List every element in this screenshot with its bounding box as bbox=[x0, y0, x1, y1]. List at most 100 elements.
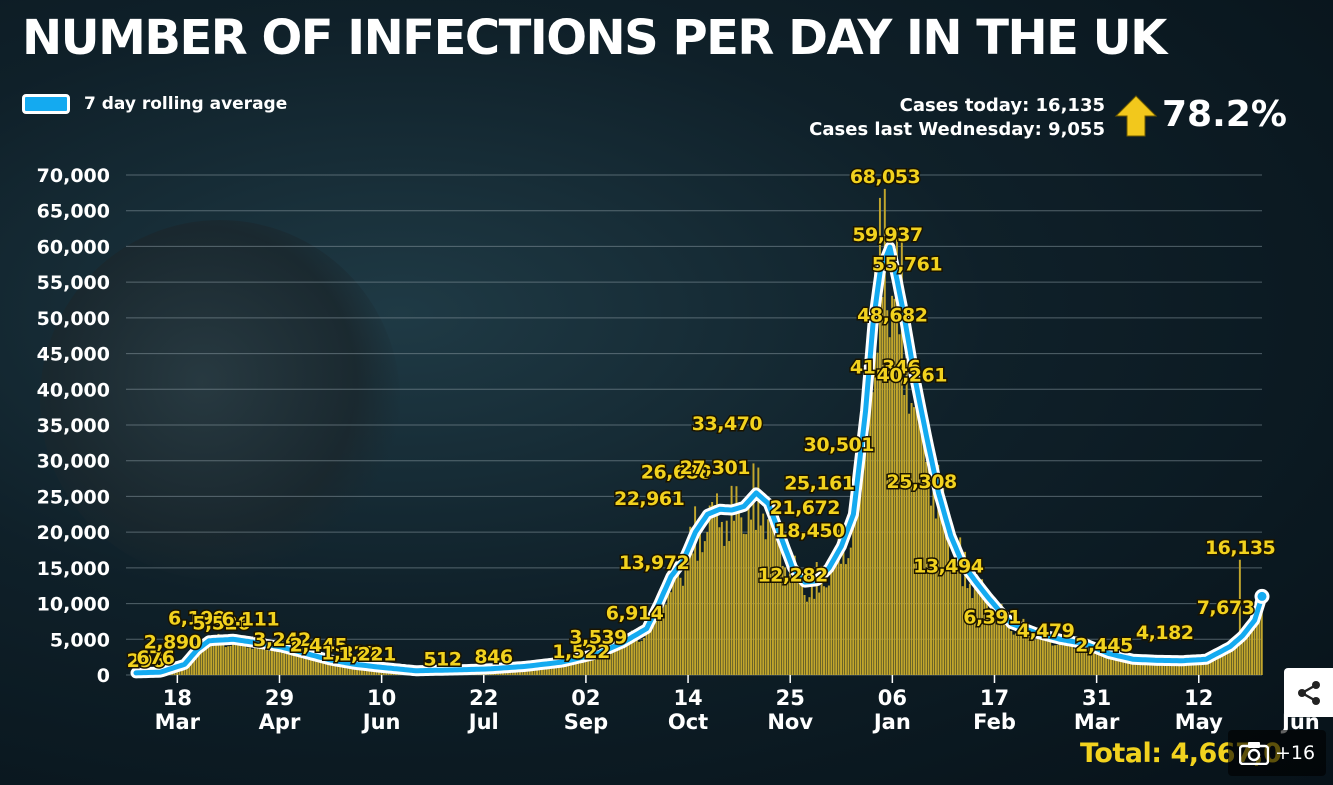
daily-case-bar bbox=[1129, 657, 1132, 675]
share-button[interactable] bbox=[1284, 668, 1333, 717]
x-tick-day: 12 bbox=[1184, 686, 1213, 710]
daily-case-bar bbox=[1095, 653, 1098, 675]
daily-case-bar bbox=[750, 519, 753, 675]
daily-case-bar bbox=[959, 537, 962, 675]
daily-case-bar bbox=[652, 608, 655, 675]
daily-case-bar bbox=[1127, 657, 1129, 675]
daily-case-bar bbox=[638, 641, 641, 675]
daily-case-bar bbox=[205, 646, 208, 675]
y-tick-label: 35,000 bbox=[37, 415, 110, 437]
daily-case-bar bbox=[1000, 604, 1003, 675]
daily-case-bar bbox=[1061, 640, 1064, 675]
daily-case-bar bbox=[1029, 637, 1032, 675]
x-tick-month: Jan bbox=[872, 710, 911, 734]
daily-case-bar bbox=[798, 570, 801, 675]
daily-case-bar bbox=[745, 534, 748, 675]
daily-case-bar bbox=[1119, 658, 1122, 675]
daily-case-bar bbox=[774, 502, 777, 675]
daily-case-bar bbox=[183, 665, 186, 675]
daily-case-bar bbox=[536, 666, 539, 675]
daily-case-bar bbox=[1153, 661, 1156, 675]
y-tick-label: 10,000 bbox=[37, 594, 110, 616]
legend: 7 day rolling average bbox=[22, 94, 287, 114]
daily-case-bar bbox=[1212, 654, 1215, 675]
daily-case-bar bbox=[662, 604, 665, 675]
daily-case-bar bbox=[1180, 661, 1183, 675]
daily-case-bar bbox=[757, 467, 760, 675]
daily-case-bar bbox=[1068, 641, 1071, 675]
daily-case-bar bbox=[711, 502, 714, 675]
daily-case-bar bbox=[718, 527, 721, 675]
data-label: 25,308 bbox=[886, 471, 957, 493]
daily-case-bar bbox=[1105, 654, 1108, 675]
daily-case-bar bbox=[1075, 646, 1078, 675]
daily-case-bar bbox=[239, 637, 242, 675]
daily-case-bar bbox=[548, 665, 551, 675]
daily-case-bar bbox=[1209, 656, 1212, 675]
daily-case-bar bbox=[747, 503, 750, 675]
daily-case-bar bbox=[1236, 645, 1239, 675]
daily-case-bar bbox=[801, 580, 804, 675]
daily-case-bar bbox=[840, 563, 842, 675]
daily-case-bar bbox=[1037, 635, 1039, 675]
daily-case-bar bbox=[854, 497, 857, 675]
gallery-button[interactable]: +16 bbox=[1228, 730, 1326, 776]
y-tick-label: 45,000 bbox=[37, 344, 110, 366]
daily-case-bar bbox=[703, 541, 706, 675]
share-icon bbox=[1297, 680, 1320, 705]
daily-case-bar bbox=[570, 660, 573, 675]
daily-case-bar bbox=[1144, 657, 1146, 675]
daily-case-bar bbox=[740, 517, 743, 675]
y-tick-label: 50,000 bbox=[37, 308, 110, 330]
daily-case-bar bbox=[883, 188, 886, 675]
daily-case-bar bbox=[762, 513, 765, 675]
daily-case-bar bbox=[1255, 610, 1258, 675]
daily-case-bar bbox=[626, 638, 628, 675]
daily-case-bar bbox=[844, 564, 847, 675]
daily-case-bar bbox=[1221, 654, 1224, 675]
daily-case-bar bbox=[720, 521, 723, 675]
data-label: 27,301 bbox=[680, 457, 750, 479]
data-label: 21,672 bbox=[770, 497, 840, 519]
data-label: 6,391 bbox=[963, 606, 1021, 628]
daily-case-bar bbox=[190, 655, 193, 675]
daily-case-bar bbox=[881, 297, 884, 675]
daily-case-bar bbox=[283, 653, 286, 675]
daily-case-bar bbox=[806, 601, 808, 675]
daily-case-bar bbox=[876, 352, 879, 675]
y-tick-label: 20,000 bbox=[37, 522, 110, 544]
daily-case-bar bbox=[1197, 662, 1200, 675]
daily-case-bar bbox=[591, 653, 594, 675]
daily-case-bar bbox=[1044, 628, 1047, 675]
daily-case-bar bbox=[791, 579, 794, 675]
daily-case-bar bbox=[932, 480, 935, 675]
daily-case-bar bbox=[312, 657, 315, 675]
data-label: 2,445 bbox=[1075, 635, 1133, 657]
daily-case-bar bbox=[981, 579, 984, 675]
daily-case-bar bbox=[827, 585, 830, 675]
daily-case-bar bbox=[1085, 639, 1088, 675]
data-label: 18,450 bbox=[774, 520, 845, 542]
daily-case-bar bbox=[939, 514, 942, 675]
daily-case-bar bbox=[878, 197, 881, 675]
daily-case-bar bbox=[657, 605, 660, 675]
daily-case-bar bbox=[1161, 660, 1164, 675]
daily-case-bar bbox=[326, 660, 329, 675]
daily-case-bar bbox=[1122, 655, 1125, 675]
daily-case-bar bbox=[1080, 638, 1083, 675]
daily-case-bar bbox=[1202, 659, 1205, 675]
daily-case-bar bbox=[1134, 660, 1137, 675]
daily-case-bar bbox=[613, 643, 616, 675]
daily-case-bar bbox=[808, 597, 811, 675]
daily-case-bar bbox=[1246, 626, 1249, 675]
daily-case-bar bbox=[784, 567, 787, 675]
daily-case-bar bbox=[198, 651, 200, 675]
daily-case-bar bbox=[278, 650, 281, 675]
daily-case-bar bbox=[217, 633, 220, 675]
daily-case-bar bbox=[341, 664, 344, 675]
daily-case-bar bbox=[956, 566, 959, 675]
daily-case-bar bbox=[767, 519, 770, 675]
daily-case-bar bbox=[1258, 619, 1261, 675]
daily-case-bar bbox=[706, 532, 709, 675]
daily-case-bar bbox=[1024, 636, 1027, 675]
